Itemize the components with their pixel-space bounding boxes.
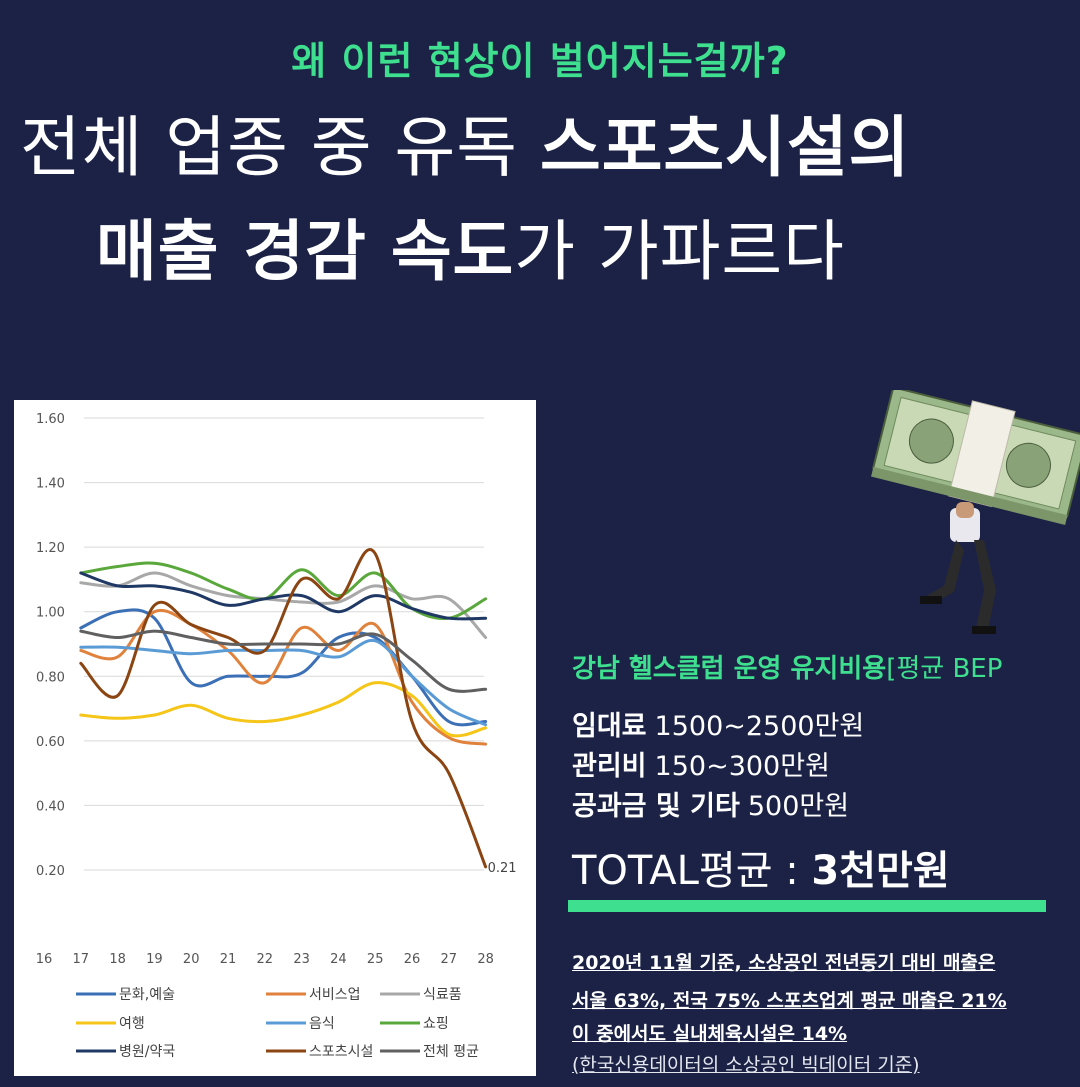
y-tick-label: 0.60 — [36, 735, 65, 750]
cost-value: 150~300만원 — [654, 751, 830, 782]
y-tick-label: 1.40 — [36, 477, 65, 492]
cost-row-maintenance: 관리비 150~300만원 — [572, 744, 830, 783]
legend-entry: 문화,예술 — [119, 987, 175, 1003]
info-title: 강남 헬스클럽 운영 유지비용[평균 BEP — [572, 648, 1002, 685]
cost-label: 관리비 — [572, 751, 647, 782]
legend-entry: 식료품 — [423, 987, 462, 1003]
total-value: 3천만원 — [811, 848, 950, 894]
legend-entry: 병원/약국 — [119, 1044, 175, 1060]
x-tick-label: 27 — [441, 952, 458, 967]
cost-label: 공과금 및 기타 — [572, 791, 740, 822]
source-note: (한국신용데이터의 소상공인 빅데이터 기준) — [572, 1054, 920, 1076]
data-label: 0.21 — [488, 861, 517, 876]
subtitle: 왜 이런 현상이 벌어지는걸까? — [291, 39, 789, 83]
series-line — [79, 629, 488, 693]
legend-entry: 쇼핑 — [423, 1016, 449, 1032]
cost-value: 500만원 — [747, 791, 850, 822]
total-label: TOTAL평균 : — [572, 848, 812, 894]
series-line — [79, 608, 488, 746]
headline-line-2-bold: 매출 경감 속도 — [96, 213, 515, 290]
headline-line-2-thin: 가 가파르다 — [514, 213, 845, 290]
x-tick-label: 18 — [109, 952, 126, 967]
cost-label: 임대료 — [572, 711, 647, 742]
y-tick-label: 0.20 — [36, 864, 65, 879]
x-tick-label: 22 — [257, 952, 274, 967]
accent-divider — [568, 900, 1046, 912]
note-line-3: 이 중에서도 실내체육시설은 14% — [572, 1023, 848, 1045]
legend-entry: 서비스업 — [309, 987, 361, 1003]
x-tick-label: 28 — [477, 952, 494, 967]
info-title-main: 강남 헬스클럽 운영 유지비용 — [572, 654, 887, 684]
x-tick-label: 16 — [36, 952, 53, 967]
money-bundle-carrier-icon — [860, 387, 1080, 640]
series-line — [79, 681, 488, 738]
series-line — [79, 638, 488, 727]
headline-line-1-bold: 스포츠시설의 — [539, 109, 911, 186]
x-tick-label: 21 — [220, 952, 237, 967]
x-tick-label: 19 — [146, 952, 163, 967]
headline-line-1: 전체 업종 중 유독 스포츠시설의 — [20, 108, 1070, 188]
note-line-2: 서울 63%, 전국 75% 스포츠업계 평균 매출은 21% — [572, 990, 1007, 1012]
y-tick-label: 0.40 — [36, 799, 65, 814]
line-chart-card: 1.60 1.40 1.20 1.00 0.80 0.60 0.40 0.20 16 17 18 19… — [14, 400, 536, 1076]
x-tick-label: 17 — [73, 952, 90, 967]
x-tick-label: 20 — [183, 952, 200, 967]
total-average: TOTAL평균 : 3천만원 — [572, 838, 950, 896]
info-title-tail: [평균 BEP — [886, 654, 1003, 684]
line-chart: 1.60 1.40 1.20 1.00 0.80 0.60 0.40 0.20 16 17 18 19… — [36, 412, 517, 1060]
y-tick-label: 1.20 — [36, 541, 65, 556]
x-tick-label: 26 — [404, 952, 421, 967]
series-line — [79, 571, 488, 621]
cost-value: 1500~2500만원 — [654, 711, 865, 742]
x-tick-label: 24 — [330, 952, 347, 967]
legend-entry: 스포츠시설 — [309, 1044, 373, 1060]
y-tick-label: 0.80 — [36, 670, 65, 685]
legend-entry: 전체 평균 — [423, 1044, 479, 1060]
series-line — [79, 571, 488, 639]
cost-row-utilities: 공과금 및 기타 500만원 — [572, 784, 849, 823]
x-tick-label: 23 — [293, 952, 310, 967]
x-tick-label: 25 — [367, 952, 384, 967]
y-tick-label: 1.00 — [36, 606, 65, 621]
legend-entry: 여행 — [119, 1016, 145, 1032]
legend-entry: 음식 — [309, 1016, 335, 1032]
series-line — [79, 548, 488, 869]
cost-row-rent: 임대료 1500~2500만원 — [572, 704, 864, 743]
headline-line-1-thin: 전체 업종 중 유독 — [20, 109, 540, 186]
y-tick-label: 1.60 — [36, 412, 65, 427]
headline-line-2: 매출 경감 속도가 가파르다 — [96, 212, 1080, 292]
note-line-1: 2020년 11월 기준, 소상공인 전년동기 대비 매출은 — [572, 952, 996, 974]
